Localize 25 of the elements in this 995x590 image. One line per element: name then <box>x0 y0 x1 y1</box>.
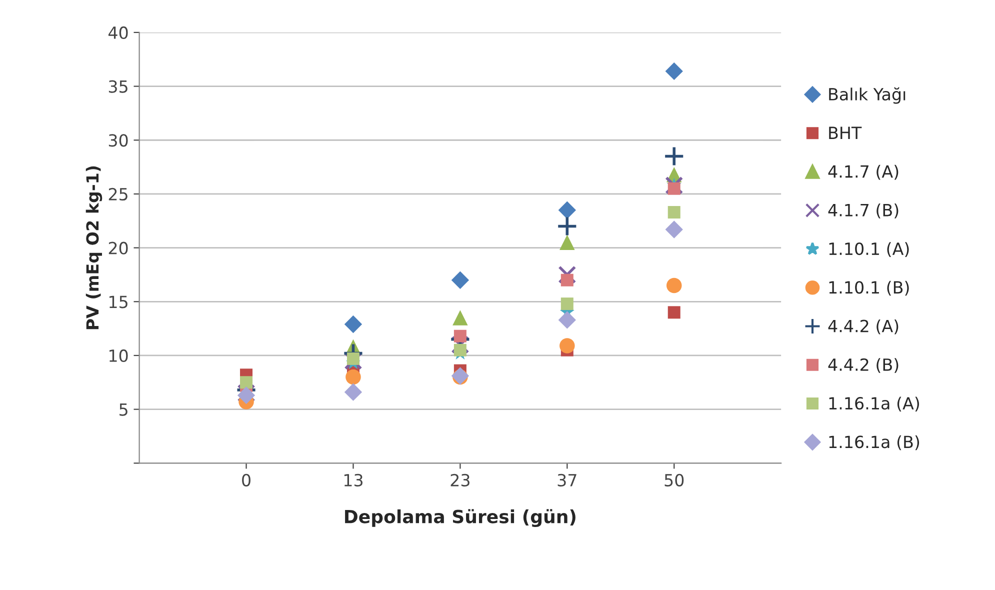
legend-label: 1.16.1a (B) <box>829 435 920 450</box>
x-axis-title: Depolama Süresi (gün) <box>345 509 576 528</box>
y-tick-label: 40 <box>108 26 128 40</box>
y-tick-label: 20 <box>108 242 128 254</box>
legend-label: 1.10.1 (B) <box>829 280 909 296</box>
legend-label: 4.1.7 (A) <box>828 164 898 180</box>
legend-label: 1.16.1a (A) <box>829 396 919 412</box>
y-tick-label: 30 <box>108 134 128 147</box>
x-tick-label: 0 <box>242 474 250 486</box>
legend-label: Balık Yağı <box>829 87 906 104</box>
legend-label: 4.4.2 (A) <box>828 319 898 334</box>
y-tick-label: 10 <box>110 349 128 362</box>
y-axis-title: PV (mEq O2 kg-1) <box>86 166 102 330</box>
legend-label: 1.10.1 (A) <box>829 242 909 258</box>
y-tick-label: 15 <box>110 296 128 308</box>
x-tick-label: 37 <box>558 474 576 486</box>
y-tick-label: 5 <box>120 403 128 416</box>
x-tick-label: 23 <box>450 474 470 486</box>
y-tick-label: 35 <box>108 80 128 93</box>
legend-label: 4.4.2 (B) <box>828 358 898 373</box>
y-tick-label: 25 <box>108 188 128 201</box>
legend-label: BHT <box>829 126 862 139</box>
x-tick-label: 50 <box>664 474 684 486</box>
x-tick-label: 13 <box>344 474 362 486</box>
legend-label: 4.1.7 (B) <box>828 204 898 218</box>
